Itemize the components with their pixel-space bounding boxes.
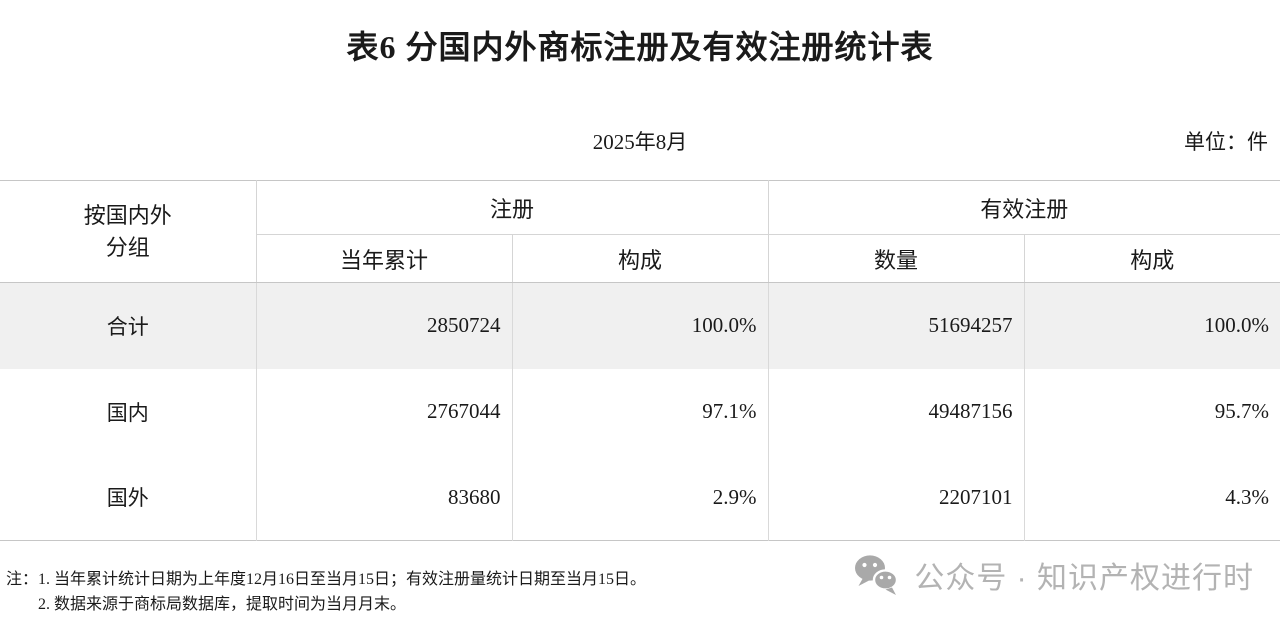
header-row-columns: 当年累计 构成 数量 构成 (0, 234, 1280, 283)
watermark-text: 公众号 · 知识产权进行时 (914, 562, 1254, 595)
group-header-line1: 按国内外 (83, 202, 172, 228)
table-row-total: 合计 2850724 100.0% 51694257 100.0% (0, 282, 1280, 369)
cell-foreign-cumulative: 83680 (256, 454, 513, 541)
cell-foreign-valid-qty: 2207101 (768, 454, 1025, 541)
wechat-icon (855, 555, 899, 595)
cell-foreign-reg-share: 2.9% (512, 454, 769, 541)
cell-total-reg-share: 100.0% (512, 282, 769, 369)
meta-row: 2025年8月 单位：件 (0, 126, 1280, 156)
row-label-foreign: 国外 (0, 454, 257, 541)
cell-total-valid-share: 100.0% (1204, 313, 1269, 338)
footnotes: 注： 1. 当年累计统计日期为上年度12月16日至当月15日；有效注册量统计日期… (0, 567, 1280, 617)
page-title: 表6 分国内外商标注册及有效注册统计表 (346, 29, 934, 65)
table-row-domestic: 国内 2767044 97.1% 49487156 95.7% (0, 368, 1280, 455)
cell-domestic-valid-qty: 49487156 (768, 368, 1025, 455)
cell-total-cumulative: 2850724 (256, 282, 513, 369)
col-header-yearly-cumulative: 当年累计 (256, 234, 513, 283)
section-header-valid-registration: 有效注册 (768, 180, 1280, 235)
stats-table: 按国内外 分组 注册 有效注册 当年累计 构成 数量 构成 合计 2850724… (0, 180, 1280, 541)
cell-domestic-reg-share: 97.1% (512, 368, 769, 455)
col-header-valid-share: 构成 (1024, 234, 1280, 283)
col-header-valid-quantity: 数量 (768, 234, 1025, 283)
cell-domestic-cumulative: 2767044 (256, 368, 513, 455)
watermark: 公众号 · 知识产权进行时 (854, 553, 1254, 597)
footnote-prefix: 注： (6, 571, 39, 588)
cell-total-valid-qty: 51694257 (768, 282, 1025, 369)
footnote-line-1: 1. 当年累计统计日期为上年度12月16日至当月15日；有效注册量统计日期至当月… (38, 571, 647, 588)
header-row-sections: 按国内外 分组 注册 有效注册 (0, 180, 1280, 283)
period-label: 2025年8月 (592, 130, 688, 154)
footnote-line-2: 2. 数据来源于商标局数据库，提取时间为当月月末。 (38, 596, 407, 613)
group-header-line2: 分组 (105, 234, 150, 260)
col-header-reg-share: 构成 (512, 234, 769, 283)
unit-label: 单位：件 (1184, 130, 1268, 154)
footnote-lines: 1. 当年累计统计日期为上年度12月16日至当月15日；有效注册量统计日期至当月… (38, 567, 646, 617)
cell-domestic-valid-share: 95.7% (1214, 399, 1269, 423)
table-row-foreign: 国外 83680 2.9% 2207101 4.3% (0, 454, 1280, 541)
group-header-cell: 按国内外 分组 (0, 180, 257, 283)
cell-foreign-valid-share: 4.3% (1225, 484, 1269, 509)
row-label-total: 合计 (0, 282, 257, 369)
row-label-domestic: 国内 (0, 368, 257, 455)
section-header-registration: 注册 (256, 180, 769, 235)
